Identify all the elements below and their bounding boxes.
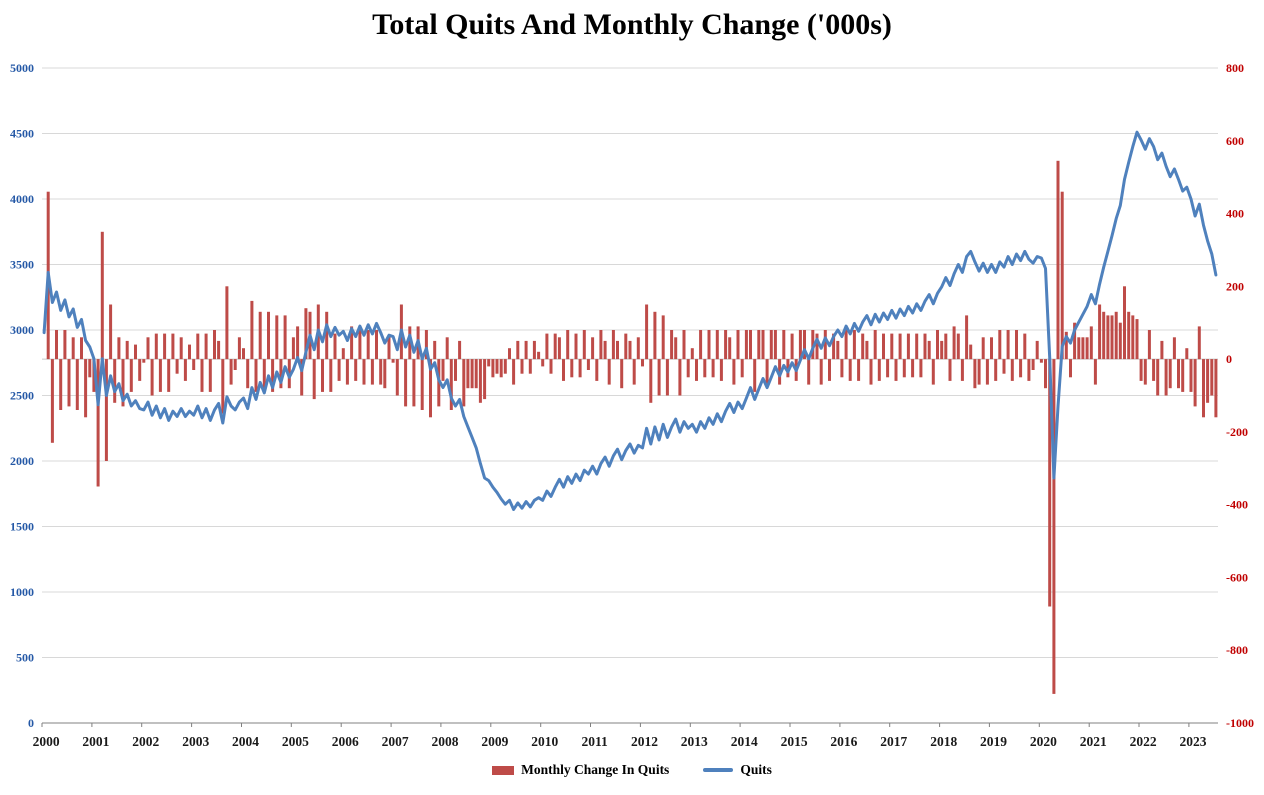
svg-text:2500: 2500 xyxy=(10,389,34,403)
svg-text:3500: 3500 xyxy=(10,258,34,272)
gridlines xyxy=(42,67,1218,724)
svg-text:2009: 2009 xyxy=(481,734,508,749)
svg-text:2010: 2010 xyxy=(531,734,558,749)
svg-text:200: 200 xyxy=(1226,279,1244,293)
svg-text:2022: 2022 xyxy=(1130,734,1157,749)
svg-text:400: 400 xyxy=(1226,207,1244,221)
bar-swatch-icon xyxy=(492,765,515,775)
chart-title: Total Quits And Monthly Change ('000s) xyxy=(372,8,892,41)
svg-text:2023: 2023 xyxy=(1180,734,1207,749)
svg-text:2000: 2000 xyxy=(10,454,34,468)
legend-item-quits: Quits xyxy=(703,762,772,778)
svg-text:4000: 4000 xyxy=(10,192,34,206)
svg-text:1000: 1000 xyxy=(10,585,34,599)
svg-text:2006: 2006 xyxy=(332,734,359,749)
svg-text:-600: -600 xyxy=(1226,570,1248,584)
svg-text:0: 0 xyxy=(28,716,34,730)
legend: Monthly Change In Quits Quits xyxy=(0,762,1264,778)
svg-text:3000: 3000 xyxy=(10,323,34,337)
quits-line xyxy=(42,130,1218,511)
legend-label-quits: Quits xyxy=(740,762,772,777)
svg-text:5000: 5000 xyxy=(10,61,34,75)
svg-text:2007: 2007 xyxy=(382,734,409,749)
svg-text:4500: 4500 xyxy=(10,127,34,141)
x-axis-labels: 2000 2001 2002 2003 2004 2005 2006 2007 2008 2009… xyxy=(33,723,1207,749)
left-axis-labels: 0 500 1000 1500 2000 2500 3000 3500 4000 4500 5000 xyxy=(10,61,34,730)
svg-text:1500: 1500 xyxy=(10,520,34,534)
svg-text:2018: 2018 xyxy=(930,734,957,749)
svg-text:2014: 2014 xyxy=(731,734,758,749)
svg-text:500: 500 xyxy=(16,651,34,665)
svg-text:800: 800 xyxy=(1226,61,1244,75)
svg-text:-800: -800 xyxy=(1226,643,1248,657)
legend-label-monthly-change: Monthly Change In Quits xyxy=(521,762,670,777)
legend-item-monthly-change: Monthly Change In Quits xyxy=(492,762,669,778)
svg-text:2012: 2012 xyxy=(631,734,658,749)
svg-text:2017: 2017 xyxy=(880,734,907,749)
svg-text:2015: 2015 xyxy=(781,734,808,749)
svg-text:2016: 2016 xyxy=(830,734,857,749)
svg-text:2019: 2019 xyxy=(980,734,1007,749)
svg-text:2008: 2008 xyxy=(432,734,459,749)
right-axis-labels: -1000 -800 -600 -400 -200 0 200 400 600 800 xyxy=(1226,61,1254,730)
svg-text:0: 0 xyxy=(1226,352,1232,366)
svg-text:2020: 2020 xyxy=(1030,734,1057,749)
svg-text:2013: 2013 xyxy=(681,734,708,749)
svg-text:2021: 2021 xyxy=(1080,734,1107,749)
svg-text:2011: 2011 xyxy=(581,734,608,749)
svg-text:2003: 2003 xyxy=(182,734,209,749)
monthly-change-bars xyxy=(46,160,1218,694)
svg-text:-200: -200 xyxy=(1226,425,1248,439)
svg-text:2002: 2002 xyxy=(132,734,159,749)
svg-text:-1000: -1000 xyxy=(1226,716,1254,730)
svg-text:2004: 2004 xyxy=(232,734,259,749)
svg-text:2005: 2005 xyxy=(282,734,309,749)
svg-text:2001: 2001 xyxy=(82,734,109,749)
quits-chart-canvas: 0500100015002000250030003500400045005000… xyxy=(10,61,1254,749)
svg-text:-400: -400 xyxy=(1226,498,1248,512)
line-swatch-icon xyxy=(703,768,734,772)
svg-text:2000: 2000 xyxy=(33,734,60,749)
svg-text:600: 600 xyxy=(1226,134,1244,148)
